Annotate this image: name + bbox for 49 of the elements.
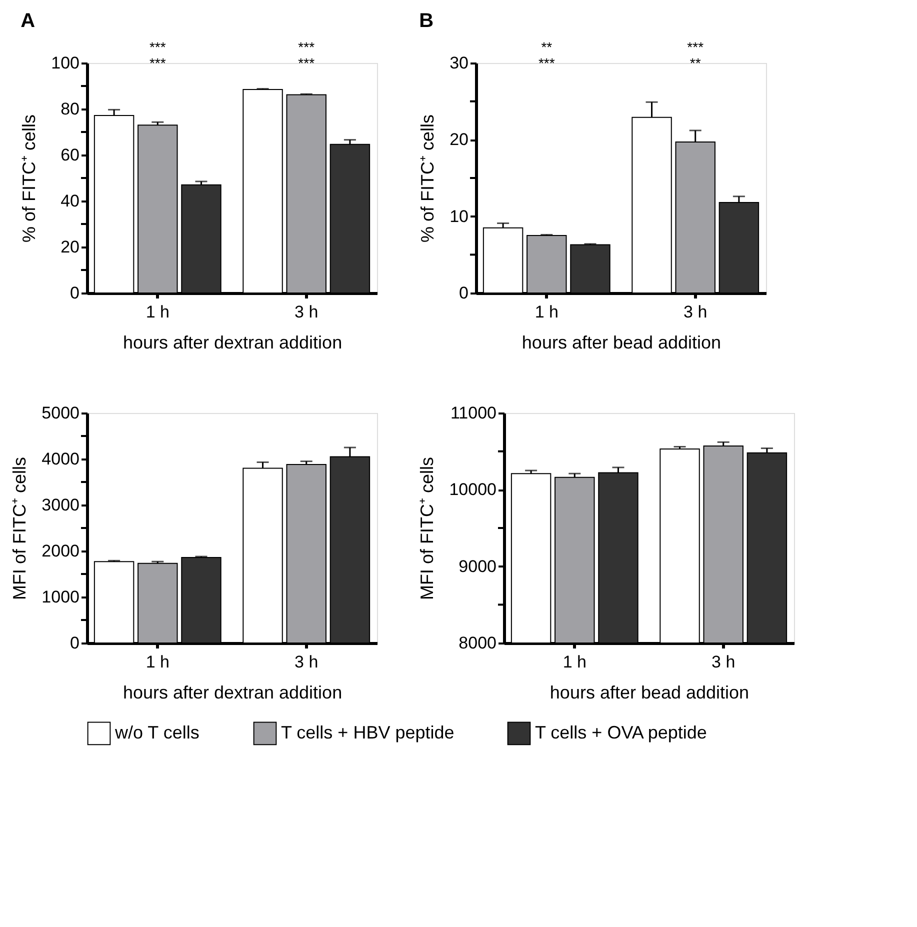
y-axis-title: % of FITC⁺ cells [19,114,40,243]
y-tick-label: 2000 [42,542,80,560]
x-tick-label: 1 h [534,302,558,322]
text: *** [149,39,166,55]
y-tick-label: 3000 [42,496,80,514]
legend-label: T cells + HBV peptide [281,722,454,742]
y-tick-label: 10 [450,206,468,226]
legend-label: w/o T cells [114,722,200,742]
y-tick-label: 30 [450,54,468,72]
y-axis-title: MFI of FITC⁺ cells [10,456,30,600]
y-axis-title: MFI of FITC⁺ cells [417,456,438,600]
y-tick-label: 10000 [449,480,496,500]
y-tick-label: 0 [70,634,80,652]
x-axis-title: hours after bead addition [550,682,750,702]
annotation: *** [538,55,556,71]
y-tick-label: 8000 [458,634,496,652]
y-axis-title: % of FITC⁺ cells [418,114,438,243]
y-tick-label: 100 [51,54,80,72]
annotation: *** [298,55,316,71]
y-tick-label: 60 [60,146,80,164]
x-tick-label: 3 h [294,652,318,672]
y-tick-label: 20 [60,238,80,256]
x-axis-title: hours after bead addition [522,332,722,352]
chart-title: B [419,10,434,32]
x-tick-label: 3 h [294,302,318,322]
x-tick-label: 1 h [146,302,170,322]
y-tick-label: 9000 [458,556,496,576]
x-tick-label: 1 h [146,652,170,672]
y-tick-label: 20 [450,130,468,150]
y-tick-label: 4000 [42,450,80,468]
x-tick-label: 1 h [562,652,586,672]
x-axis-title: hours after dextran addition [122,332,342,352]
y-tick-label: 5000 [42,404,80,422]
y-tick-label: 1000 [42,588,80,606]
text: *** [687,39,704,55]
chart-title: A [20,10,36,32]
text: ** [541,39,553,55]
annotation: *** [149,55,166,71]
legend-label: T cells + OVA peptide [535,722,707,742]
text: *** [298,39,316,55]
y-tick-label: 11000 [450,404,496,422]
x-axis-title: hours after dextran addition [122,682,342,702]
y-tick-label: 0 [459,284,468,302]
y-tick-label: 80 [60,100,80,118]
y-tick-label: 0 [70,284,80,302]
annotation: ** [690,55,702,71]
x-tick-label: 3 h [684,302,708,322]
y-tick-label: 40 [60,192,80,210]
x-tick-label: 3 h [712,652,736,672]
